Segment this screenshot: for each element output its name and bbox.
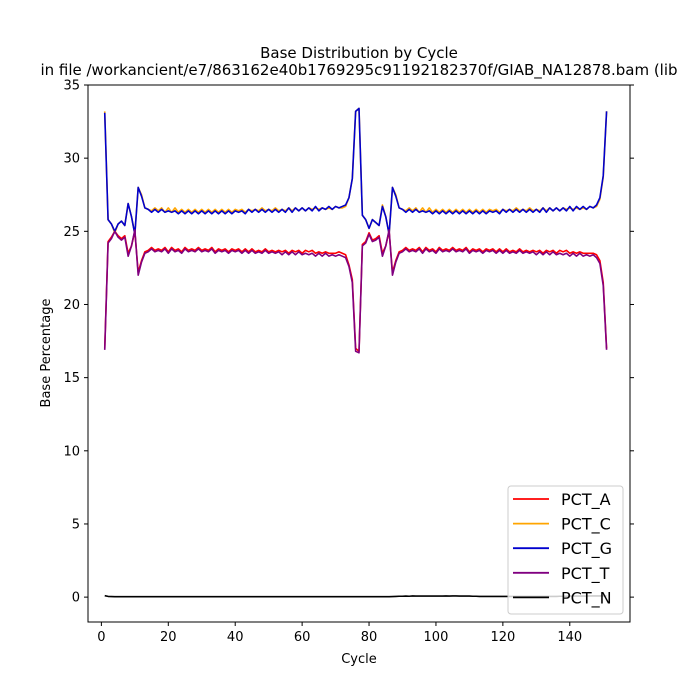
- legend-label: PCT_N: [561, 588, 612, 608]
- axis-ticks: 0 20 40 60 80 100 120 140 0 5 10 15 20 25 30 35: [63, 79, 634, 645]
- legend-label: PCT_T: [561, 564, 610, 584]
- series-line-pct-t: [103, 229, 608, 354]
- legend: PCT_A PCT_C PCT_G PCT_T PCT_N: [507, 485, 624, 615]
- x-tick-label: 80: [361, 630, 378, 645]
- series-line-pct-g: [103, 107, 608, 236]
- x-tick-label: 0: [97, 630, 105, 645]
- x-tick-label: 20: [160, 630, 177, 645]
- y-tick-label: 35: [63, 79, 80, 94]
- y-tick-label: 0: [72, 591, 80, 606]
- y-tick-label: 30: [63, 152, 80, 167]
- x-axis-label: Cycle: [341, 652, 377, 667]
- y-tick-label: 10: [63, 444, 80, 459]
- axes-frame: [87, 84, 631, 623]
- y-tick-label: 5: [72, 517, 80, 532]
- x-tick-label: 100: [424, 630, 449, 645]
- plot-lines: [103, 107, 608, 598]
- x-tick-label: 60: [294, 630, 311, 645]
- legend-label: PCT_A: [561, 490, 611, 510]
- legend-box: [507, 485, 624, 615]
- chart-subtitle: in file /workancient/e7/863162e40b176929…: [40, 61, 677, 80]
- x-tick-label: 140: [557, 630, 582, 645]
- y-axis-label: Base Percentage: [39, 299, 54, 408]
- y-tick-label: 25: [63, 225, 80, 240]
- y-tick-label: 20: [63, 298, 80, 313]
- x-tick-label: 40: [227, 630, 244, 645]
- legend-label: PCT_G: [561, 539, 612, 559]
- y-tick-label: 15: [63, 371, 80, 386]
- x-tick-label: 120: [490, 630, 515, 645]
- chart-title: Base Distribution by Cycle: [260, 44, 458, 62]
- legend-label: PCT_C: [561, 515, 611, 535]
